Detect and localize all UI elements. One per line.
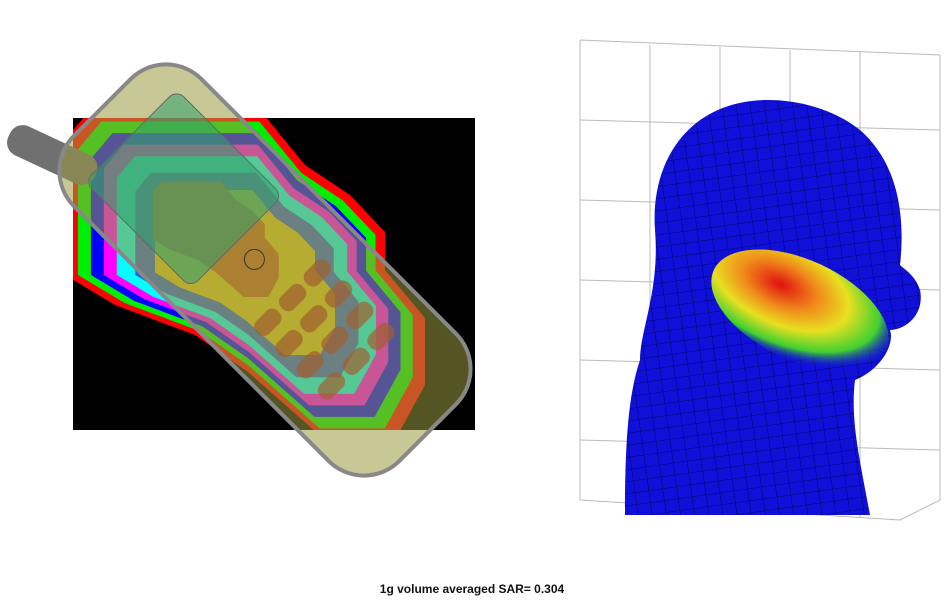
head-panel [579,39,941,521]
contour-panel [7,62,475,478]
sar-hotspot [711,249,889,371]
caption: 1g volume averaged SAR= 0.304 [380,582,565,596]
phone [57,62,473,478]
